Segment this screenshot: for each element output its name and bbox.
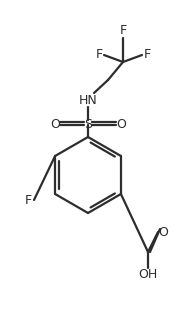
Text: S: S: [84, 118, 92, 131]
Text: O: O: [50, 118, 60, 131]
Text: F: F: [119, 25, 127, 37]
Text: F: F: [96, 49, 103, 61]
Text: F: F: [24, 193, 32, 207]
Text: O: O: [116, 118, 126, 131]
Text: F: F: [143, 49, 151, 61]
Text: OH: OH: [138, 268, 158, 282]
Text: HN: HN: [79, 94, 97, 106]
Text: O: O: [158, 226, 168, 238]
